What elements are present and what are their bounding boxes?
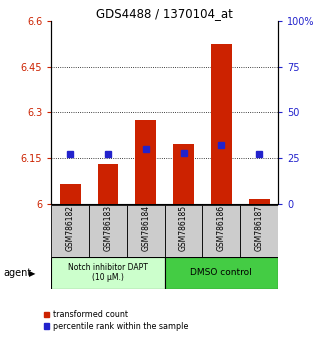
- Bar: [240, 205, 278, 257]
- Text: GSM786187: GSM786187: [255, 205, 264, 251]
- Text: agent: agent: [3, 268, 31, 278]
- Text: GSM786182: GSM786182: [66, 205, 75, 251]
- Text: GSM786183: GSM786183: [104, 205, 113, 251]
- Text: DMSO control: DMSO control: [190, 268, 252, 277]
- Bar: [165, 205, 203, 257]
- Text: GSM786184: GSM786184: [141, 205, 150, 251]
- Text: Notch inhibitor DAPT
(10 μM.): Notch inhibitor DAPT (10 μM.): [68, 263, 148, 282]
- Bar: [165, 257, 278, 289]
- Bar: [173, 144, 194, 204]
- Bar: [51, 257, 165, 289]
- Text: GSM786185: GSM786185: [179, 205, 188, 251]
- Text: GSM786186: GSM786186: [217, 205, 226, 251]
- Bar: [203, 205, 240, 257]
- Legend: transformed count, percentile rank within the sample: transformed count, percentile rank withi…: [44, 310, 189, 331]
- Bar: [98, 164, 118, 204]
- Text: ▶: ▶: [29, 269, 36, 278]
- Bar: [249, 199, 269, 204]
- Bar: [135, 120, 156, 204]
- Title: GDS4488 / 1370104_at: GDS4488 / 1370104_at: [96, 7, 233, 20]
- Bar: [127, 205, 165, 257]
- Bar: [89, 205, 127, 257]
- Bar: [211, 44, 232, 204]
- Bar: [60, 184, 80, 204]
- Bar: [51, 205, 89, 257]
